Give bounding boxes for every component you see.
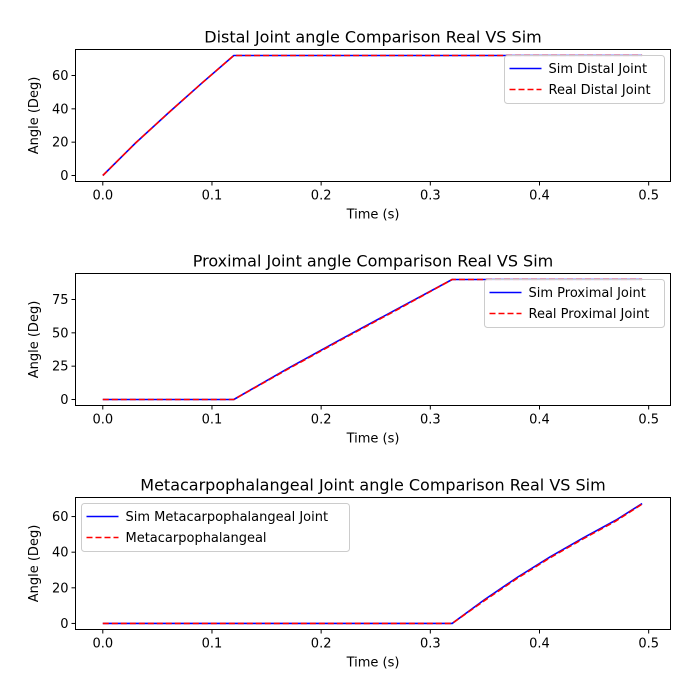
subplot-2: Proximal Joint angle Comparison Real VS … bbox=[27, 252, 671, 447]
y-tick-label: 0 bbox=[60, 617, 68, 632]
legend-label: Sim Proximal Joint bbox=[529, 286, 646, 301]
x-tick-label: 0.3 bbox=[420, 189, 441, 204]
chart-title: Metacarpophalangeal Joint angle Comparis… bbox=[140, 476, 605, 495]
y-axis-label: Angle (Deg) bbox=[27, 77, 42, 155]
legend-box bbox=[504, 55, 665, 104]
legend: Sim Proximal Joint Real Proximal Joint bbox=[484, 279, 665, 328]
x-tick-label: 0.3 bbox=[420, 413, 441, 428]
x-axis-label: Time (s) bbox=[346, 432, 400, 447]
legend-label: Sim Distal Joint bbox=[549, 62, 648, 77]
chart-title: Distal Joint angle Comparison Real VS Si… bbox=[204, 28, 541, 47]
x-tick-label: 0.4 bbox=[529, 413, 550, 428]
legend-box bbox=[81, 503, 350, 552]
legend-label: Sim Metacarpophalangeal Joint bbox=[126, 510, 329, 525]
y-tick-label: 25 bbox=[52, 360, 69, 375]
x-axis-label: Time (s) bbox=[346, 208, 400, 223]
x-tick-label: 0.1 bbox=[202, 637, 223, 652]
series-line-real bbox=[102, 503, 643, 625]
x-tick-label: 0.2 bbox=[311, 637, 332, 652]
y-tick-label: 40 bbox=[52, 102, 69, 117]
y-tick-label: 75 bbox=[52, 293, 69, 308]
subplot-3: Metacarpophalangeal Joint angle Comparis… bbox=[27, 476, 671, 671]
x-tick-label: 0.5 bbox=[638, 637, 659, 652]
y-tick-label: 20 bbox=[52, 581, 69, 596]
y-tick-label: 60 bbox=[52, 510, 69, 525]
legend: Sim Distal Joint Real Distal Joint bbox=[504, 55, 665, 104]
axes-frame bbox=[75, 49, 671, 182]
x-tick-label: 0.2 bbox=[311, 413, 332, 428]
x-tick-label: 0.5 bbox=[638, 189, 659, 204]
y-axis-label: Angle (Deg) bbox=[27, 301, 42, 379]
x-tick-label: 0.0 bbox=[92, 189, 113, 204]
y-tick-label: 40 bbox=[52, 546, 69, 561]
chart-title: Proximal Joint angle Comparison Real VS … bbox=[193, 252, 554, 271]
axes-frame bbox=[75, 497, 671, 630]
series-line-real bbox=[102, 54, 643, 177]
x-tick-label: 0.0 bbox=[92, 413, 113, 428]
legend-box bbox=[484, 279, 665, 328]
x-axis-label: Time (s) bbox=[346, 656, 400, 671]
legend-label: Real Proximal Joint bbox=[529, 307, 650, 322]
legend: Sim Metacarpophalangeal Joint Metacarpoph… bbox=[81, 503, 350, 552]
y-axis-label: Angle (Deg) bbox=[27, 525, 42, 603]
legend-label: Metacarpophalangeal bbox=[126, 531, 267, 546]
y-tick-label: 0 bbox=[60, 169, 68, 184]
x-tick-label: 0.1 bbox=[202, 189, 223, 204]
y-tick-label: 50 bbox=[52, 326, 69, 341]
axes-frame bbox=[75, 273, 671, 406]
series-line-real bbox=[102, 278, 643, 401]
x-tick-label: 0.4 bbox=[529, 189, 550, 204]
y-tick-label: 0 bbox=[60, 393, 68, 408]
x-tick-label: 0.5 bbox=[638, 413, 659, 428]
x-tick-label: 0.3 bbox=[420, 637, 441, 652]
x-tick-label: 0.2 bbox=[311, 189, 332, 204]
subplot-1: Distal Joint angle Comparison Real VS Si… bbox=[27, 28, 671, 223]
x-tick-label: 0.0 bbox=[92, 637, 113, 652]
legend-label: Real Distal Joint bbox=[549, 83, 651, 98]
y-tick-label: 20 bbox=[52, 136, 69, 151]
x-tick-label: 0.1 bbox=[202, 413, 223, 428]
y-tick-label: 60 bbox=[52, 69, 69, 84]
x-tick-label: 0.4 bbox=[529, 637, 550, 652]
